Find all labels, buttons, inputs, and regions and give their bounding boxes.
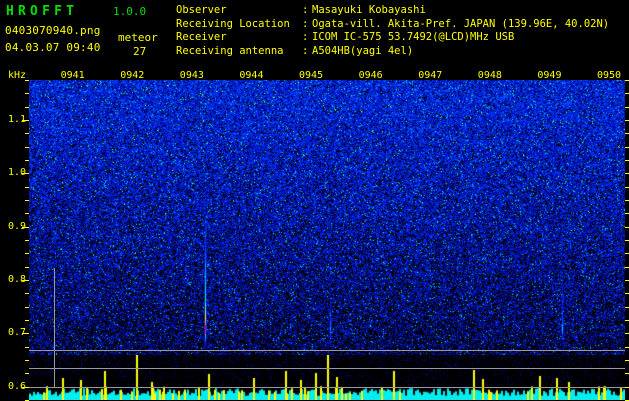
y-axis-minor-tick bbox=[25, 93, 29, 95]
metadata-separator: : bbox=[302, 31, 309, 43]
y-axis-tick-mark bbox=[22, 386, 29, 388]
y-axis-minor-tick bbox=[25, 133, 29, 135]
metadata-row: Receiver: ICOM IC-575 53.7492(@LCD)MHz US… bbox=[176, 31, 609, 45]
metadata-key: Observer bbox=[176, 4, 227, 16]
header-panel: HROFFT 1.0.0 0403070940.png 04.03.07 09:… bbox=[0, 0, 629, 62]
y-axis-minor-tick bbox=[25, 186, 29, 188]
x-axis-tick-label: 0947 bbox=[418, 70, 443, 81]
y-axis-minor-tick-right bbox=[625, 160, 629, 161]
metadata-key: Receiving antenna bbox=[176, 44, 284, 57]
filename-label: 0403070940.png bbox=[5, 24, 101, 37]
y-axis-minor-tick bbox=[25, 160, 29, 161]
y-axis-minor-tick bbox=[25, 200, 29, 201]
y-axis-minor-tick-right bbox=[625, 346, 629, 348]
amplitude-canvas bbox=[29, 355, 625, 400]
y-axis-minor-tick bbox=[25, 306, 29, 308]
metadata-separator: : bbox=[302, 17, 309, 30]
y-axis-minor-tick-right bbox=[625, 133, 629, 135]
y-axis-minor-tick bbox=[25, 373, 29, 375]
y-axis-minor-tick-right bbox=[625, 106, 629, 108]
y-axis-minor-tick bbox=[25, 346, 29, 348]
amplitude-reference-line bbox=[29, 350, 625, 352]
x-axis-tick-label: 0946 bbox=[358, 70, 383, 81]
y-axis-tick-mark bbox=[22, 280, 29, 281]
y-axis-minor-tick-right bbox=[625, 93, 629, 95]
amplitude-reference-line bbox=[29, 368, 625, 369]
metadata-key: Receiver bbox=[176, 31, 227, 43]
y-axis-minor-tick bbox=[25, 240, 29, 241]
y-axis-minor-tick-right bbox=[625, 240, 629, 241]
meteor-label: meteor bbox=[118, 31, 158, 44]
metadata-value: A504HB(yagi 4el) bbox=[312, 44, 414, 57]
metadata-value: Masayuki Kobayashi bbox=[312, 4, 426, 16]
y-axis-minor-tick-right bbox=[625, 146, 629, 148]
x-axis-tick-label: 0945 bbox=[299, 70, 324, 81]
metadata-value: ICOM IC-575 53.7492(@LCD)MHz USB bbox=[312, 31, 515, 43]
y-axis-tick-label: 0.7 bbox=[7, 327, 26, 339]
app-logo: HROFFT bbox=[6, 4, 79, 19]
x-axis-tick-label: 0941 bbox=[60, 70, 85, 81]
y-axis-minor-tick bbox=[25, 320, 29, 321]
x-axis-tick-label: 0944 bbox=[239, 70, 264, 81]
y-axis-tick-label: 1.0 bbox=[7, 167, 26, 179]
y-axis-minor-tick bbox=[25, 266, 29, 268]
y-axis-minor-tick bbox=[25, 253, 29, 255]
y-axis-minor-tick bbox=[25, 213, 29, 215]
metadata-row: Receiving Location: Ogata-vill. Akita-Pre… bbox=[176, 18, 609, 32]
y-axis-tick-mark bbox=[22, 226, 29, 228]
metadata-separator: : bbox=[302, 4, 309, 16]
metadata-separator: : bbox=[302, 44, 309, 57]
y-axis-minor-tick-right bbox=[625, 373, 629, 375]
y-axis-tick-mark-right bbox=[622, 173, 629, 175]
y-axis-tick-mark-right bbox=[622, 226, 629, 228]
y-axis-minor-tick-right bbox=[625, 266, 629, 268]
x-axis-tick-label: 0948 bbox=[477, 70, 502, 81]
metadata-block: Observer: Masayuki Kobayashi Receiving Loc… bbox=[176, 4, 609, 58]
plot-left-guide bbox=[54, 268, 55, 387]
y-axis-minor-tick bbox=[25, 293, 29, 295]
y-axis-tick-mark bbox=[22, 120, 29, 121]
y-axis-tick-label: 0.6 bbox=[7, 380, 26, 392]
y-axis-unit-label: kHz bbox=[7, 70, 26, 81]
metadata-key: Receiving Location bbox=[176, 17, 290, 30]
y-axis-tick-mark-right bbox=[622, 333, 629, 335]
y-axis-minor-tick-right bbox=[625, 80, 629, 81]
x-axis-tick-label: 0942 bbox=[120, 70, 145, 81]
metadata-value: Ogata-vill. Akita-Pref. JAPAN (139.96E, … bbox=[312, 17, 610, 30]
y-axis-tick-mark bbox=[22, 173, 29, 175]
y-axis-minor-tick-right bbox=[625, 200, 629, 201]
y-axis-minor-tick-right bbox=[625, 360, 629, 361]
y-axis-tick-label: 0.9 bbox=[7, 220, 26, 232]
datetime-label: 04.03.07 09:40 bbox=[5, 41, 101, 54]
x-axis-tick-label: 0943 bbox=[179, 70, 204, 81]
y-axis-minor-tick-right bbox=[625, 186, 629, 188]
meteor-count: 27 bbox=[133, 45, 147, 58]
y-axis-tick-mark-right bbox=[622, 120, 629, 121]
app-version: 1.0.0 bbox=[113, 5, 147, 18]
amplitude-reference-line bbox=[29, 386, 625, 388]
y-axis-tick-label: 0.8 bbox=[7, 274, 26, 285]
metadata-row: Observer: Masayuki Kobayashi bbox=[176, 4, 609, 18]
y-axis-minor-tick bbox=[25, 80, 29, 81]
y-axis-minor-tick-right bbox=[625, 320, 629, 321]
y-axis-tick-mark-right bbox=[622, 386, 629, 388]
x-axis-tick-label: 0950 bbox=[597, 70, 622, 81]
spectrogram-canvas bbox=[29, 80, 625, 355]
y-axis-tick-mark bbox=[22, 333, 29, 335]
y-axis-minor-tick-right bbox=[625, 293, 629, 295]
y-axis-tick-mark-right bbox=[622, 280, 629, 281]
y-axis-minor-tick-right bbox=[625, 213, 629, 215]
y-axis-minor-tick bbox=[25, 146, 29, 148]
y-axis-minor-tick-right bbox=[625, 253, 629, 255]
y-axis-minor-tick bbox=[25, 360, 29, 361]
y-axis-minor-tick bbox=[25, 106, 29, 108]
y-axis-tick-label: 1.1 bbox=[7, 114, 26, 125]
x-axis-tick-label: 0949 bbox=[537, 70, 562, 81]
metadata-row: Receiving antenna: A504HB(yagi 4el) bbox=[176, 45, 609, 59]
y-axis-minor-tick-right bbox=[625, 306, 629, 308]
